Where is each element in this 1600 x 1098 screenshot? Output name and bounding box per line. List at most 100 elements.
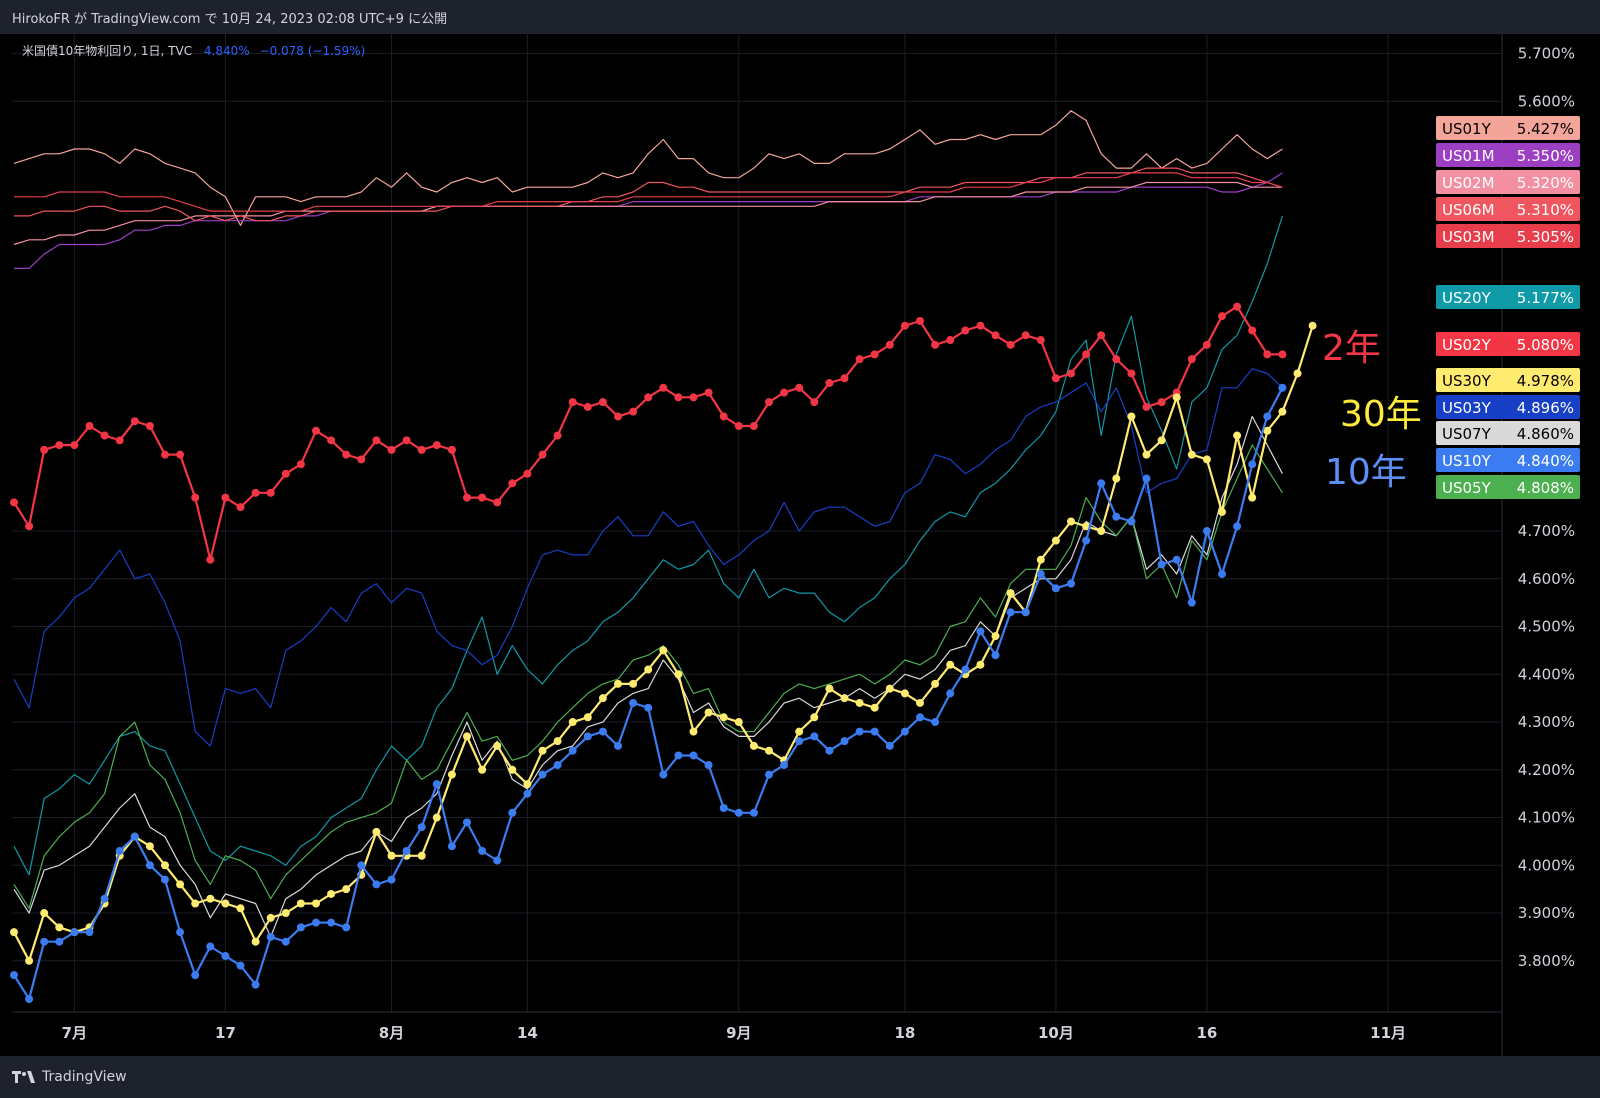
data-point — [583, 713, 592, 722]
badge-bg — [1436, 421, 1580, 445]
data-point — [1112, 474, 1121, 483]
data-point — [900, 727, 909, 736]
footer-brand[interactable]: TradingView — [42, 1069, 127, 1085]
badge-us06m: US06M 5.310% — [1436, 197, 1580, 221]
data-point — [85, 422, 94, 430]
y-tick-label: 4.500% — [1518, 618, 1575, 636]
badge-us02y: US02Y 5.080% — [1436, 332, 1580, 356]
x-tick-label: 9月 — [726, 1024, 751, 1042]
x-tick-label: 17 — [215, 1024, 236, 1042]
data-point — [840, 374, 849, 383]
data-point — [402, 436, 411, 445]
data-point — [689, 751, 698, 760]
data-point — [734, 808, 743, 817]
data-point — [1097, 331, 1106, 340]
series-us03m — [14, 172, 1283, 212]
data-point — [538, 770, 547, 779]
data-point — [1233, 431, 1242, 440]
data-point — [40, 937, 49, 946]
badge-bg — [1436, 285, 1580, 309]
chart-legend[interactable]: 米国債10年物利回り, 1日, TVC 4.840% −0.078 (−1.59… — [22, 42, 365, 59]
data-point — [55, 923, 64, 932]
badge-symbol: US03M — [1442, 228, 1495, 246]
data-point — [161, 450, 169, 459]
data-point — [1142, 474, 1151, 483]
badge-value: 4.978% — [1517, 372, 1574, 390]
badge-symbol: US05Y — [1442, 479, 1492, 497]
data-point — [1278, 407, 1287, 416]
data-point — [885, 684, 894, 693]
y-tick-label: 3.800% — [1518, 952, 1575, 970]
badge-symbol: US07Y — [1442, 425, 1492, 443]
data-point — [417, 445, 426, 454]
data-point — [25, 522, 34, 531]
yield-chart[interactable]: 5.700% 5.600% 4.700% 4.600% 4.500% 4.400% 4.30… — [0, 34, 1600, 1056]
data-point — [508, 765, 517, 774]
data-point — [765, 398, 773, 407]
data-point — [10, 971, 18, 980]
x-tick-label: 11月 — [1370, 1024, 1406, 1042]
data-point — [629, 698, 638, 707]
tradingview-logo-icon[interactable] — [12, 1071, 36, 1083]
data-point — [1187, 355, 1196, 364]
badge-value: 4.896% — [1517, 399, 1574, 417]
data-point — [221, 493, 230, 502]
data-point — [387, 875, 396, 884]
data-point — [1067, 517, 1075, 526]
data-point — [55, 937, 64, 946]
data-point — [1157, 398, 1166, 407]
data-point — [478, 846, 487, 855]
data-point — [176, 880, 185, 889]
price-axis[interactable]: 5.700% 5.600% 4.700% 4.600% 4.500% 4.400% 4.30… — [1518, 45, 1575, 970]
series-line-us20y — [13, 215, 1283, 876]
data-point — [1051, 584, 1060, 593]
data-point — [115, 436, 124, 445]
data-point — [538, 746, 547, 755]
data-point — [1082, 536, 1091, 545]
annotation-label: 10年 — [1325, 452, 1407, 493]
data-point — [1263, 426, 1272, 435]
data-point — [1006, 608, 1015, 617]
data-point — [145, 422, 154, 430]
time-axis[interactable]: 7月 17 8月 14 9月 18 10月 16 11月 — [62, 1024, 1406, 1042]
series-us05y — [13, 444, 1283, 909]
series-us20y — [13, 215, 1283, 876]
data-point — [795, 737, 804, 746]
data-point — [1021, 608, 1030, 617]
data-point — [644, 703, 653, 712]
y-tick-label: 4.400% — [1518, 665, 1575, 683]
data-point — [1248, 326, 1257, 335]
annotation-label: 2年 — [1322, 328, 1381, 369]
data-point — [191, 971, 200, 980]
data-point — [1142, 450, 1151, 459]
data-point — [749, 422, 758, 430]
badge-bg — [1436, 116, 1580, 140]
data-point — [568, 718, 577, 727]
data-point — [281, 937, 290, 946]
data-point — [342, 923, 351, 932]
data-point — [553, 737, 562, 746]
data-point — [976, 660, 985, 669]
data-point — [312, 426, 320, 435]
data-point — [1127, 369, 1136, 378]
badge-us03m: US03M 5.305% — [1436, 224, 1580, 248]
data-point — [795, 383, 804, 392]
data-point — [432, 780, 441, 789]
x-tick-label: 14 — [517, 1024, 538, 1042]
data-point — [372, 827, 381, 836]
badge-value: 5.350% — [1517, 147, 1574, 165]
data-point — [387, 445, 396, 454]
data-point — [976, 627, 985, 636]
series-us07y — [13, 415, 1283, 938]
data-point — [523, 789, 532, 798]
data-point — [40, 909, 49, 918]
footer-bar: TradingView — [0, 1056, 1600, 1098]
data-point — [674, 670, 683, 679]
chart-area[interactable]: 5.700% 5.600% 4.700% 4.600% 4.500% 4.400% 4.30… — [0, 34, 1600, 1056]
data-point — [176, 450, 185, 459]
series-us02y — [10, 302, 1287, 564]
price-badges: US01Y 5.427% US01M 5.350% US02M 5.320% US06M 5.… — [1436, 116, 1580, 499]
data-point — [70, 441, 79, 450]
badge-us03y: US03Y 4.896% — [1436, 395, 1580, 419]
data-point — [387, 851, 396, 860]
